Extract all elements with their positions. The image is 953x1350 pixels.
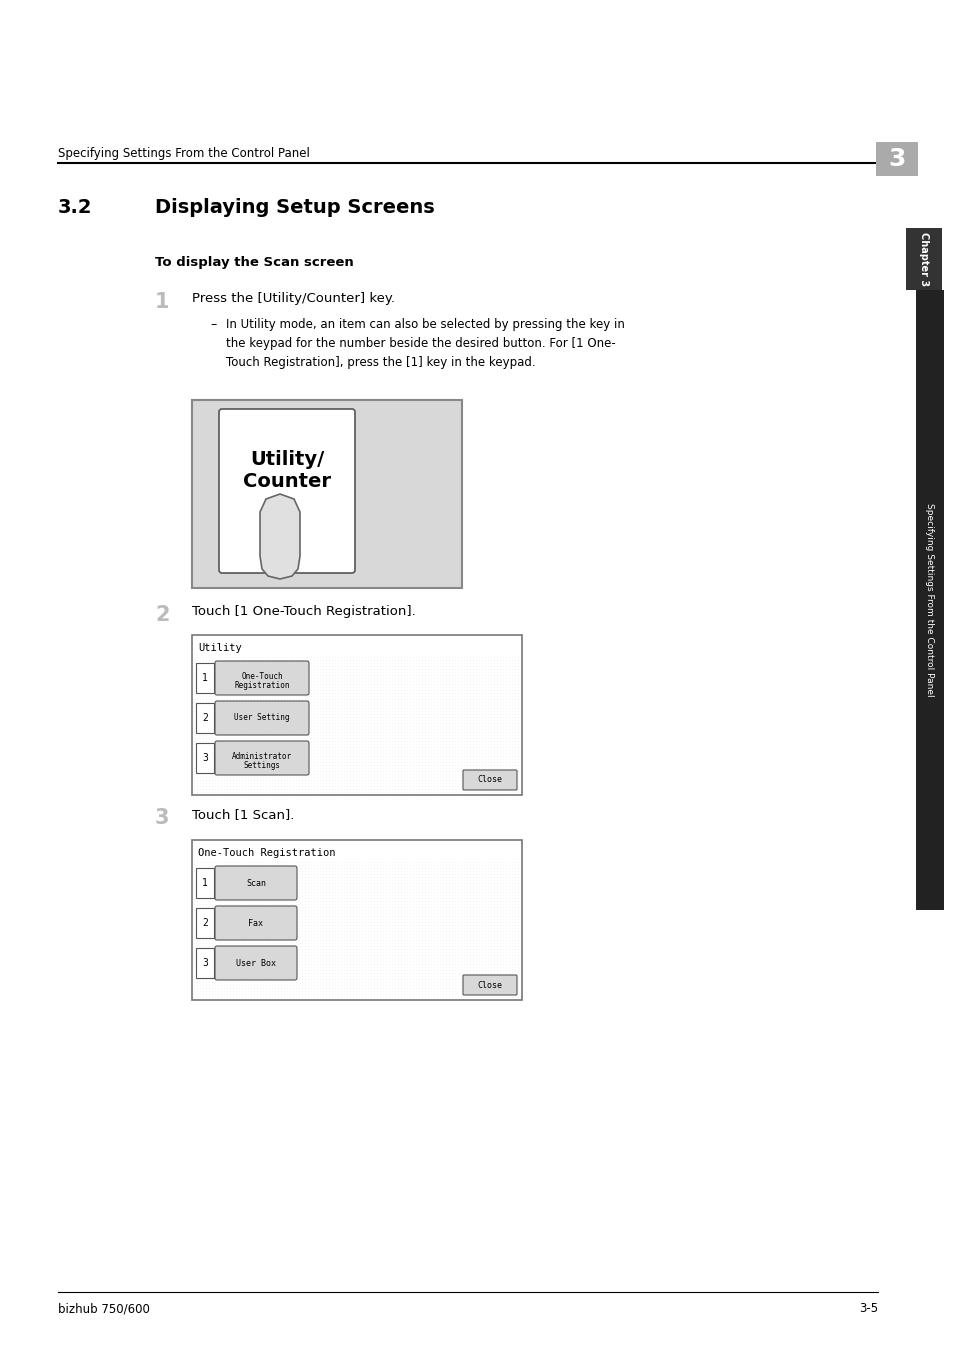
Bar [195, 909, 213, 938]
Bar [195, 663, 213, 693]
Text: Press the [Utility/Counter] key.: Press the [Utility/Counter] key. [192, 292, 395, 305]
Text: In Utility mode, an item can also be selected by pressing the key in
the keypad : In Utility mode, an item can also be sel… [226, 319, 624, 369]
Text: User Setting: User Setting [234, 714, 290, 722]
Text: 3: 3 [202, 958, 208, 968]
Text: One-Touch: One-Touch [241, 672, 282, 680]
Text: To display the Scan screen: To display the Scan screen [154, 256, 354, 269]
Text: Administrator: Administrator [232, 752, 292, 761]
Text: 2: 2 [202, 713, 208, 724]
Text: –: – [210, 319, 216, 331]
Text: 1: 1 [154, 292, 170, 312]
Text: 3: 3 [202, 753, 208, 763]
FancyBboxPatch shape [462, 769, 517, 790]
Text: Specifying Settings From the Control Panel: Specifying Settings From the Control Pan… [58, 147, 310, 161]
Text: Scan: Scan [246, 879, 266, 887]
Text: 3-5: 3-5 [858, 1301, 877, 1315]
Text: 3.2: 3.2 [58, 198, 92, 217]
Bar [192, 400, 461, 589]
Text: Fax: Fax [248, 918, 263, 927]
Text: Touch [1 Scan].: Touch [1 Scan]. [192, 809, 294, 821]
FancyBboxPatch shape [219, 409, 355, 572]
Text: 3: 3 [154, 809, 170, 828]
Bar [192, 634, 521, 795]
Text: 1: 1 [202, 878, 208, 888]
Bar [195, 948, 213, 977]
Text: 1: 1 [202, 674, 208, 683]
FancyBboxPatch shape [214, 865, 296, 900]
FancyBboxPatch shape [214, 906, 296, 940]
Bar [875, 142, 917, 176]
Text: Close: Close [477, 980, 502, 990]
Bar [192, 840, 521, 1000]
Text: Utility: Utility [198, 643, 241, 653]
FancyBboxPatch shape [462, 975, 517, 995]
Text: bizhub 750/600: bizhub 750/600 [58, 1301, 150, 1315]
Bar [195, 868, 213, 898]
Bar [915, 290, 943, 910]
Text: Specifying Settings From the Control Panel: Specifying Settings From the Control Pan… [924, 504, 934, 697]
FancyBboxPatch shape [214, 741, 309, 775]
Text: One-Touch Registration: One-Touch Registration [198, 848, 335, 859]
Bar [905, 228, 941, 290]
Text: Close: Close [477, 775, 502, 784]
Text: Chapter 3: Chapter 3 [918, 232, 928, 286]
Text: 2: 2 [154, 605, 170, 625]
Bar [195, 743, 213, 774]
Text: 3: 3 [887, 147, 904, 171]
Text: Settings: Settings [243, 761, 280, 770]
Text: Displaying Setup Screens: Displaying Setup Screens [154, 198, 435, 217]
Text: 2: 2 [202, 918, 208, 927]
Bar [195, 703, 213, 733]
Text: User Box: User Box [235, 958, 275, 968]
FancyBboxPatch shape [214, 946, 296, 980]
FancyBboxPatch shape [214, 701, 309, 734]
FancyBboxPatch shape [214, 662, 309, 695]
Text: Utility/
Counter: Utility/ Counter [243, 450, 331, 491]
Text: Touch [1 One-Touch Registration].: Touch [1 One-Touch Registration]. [192, 605, 416, 618]
Polygon shape [260, 494, 299, 579]
Text: Registration: Registration [234, 680, 290, 690]
